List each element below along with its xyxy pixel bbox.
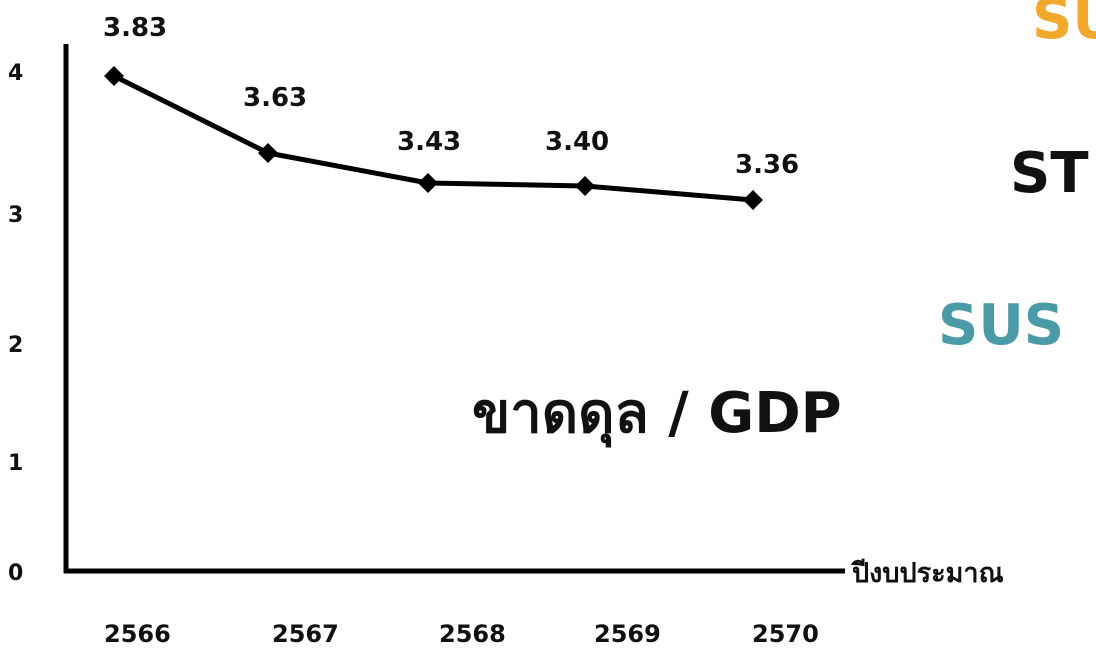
x-tick-label: 2570: [752, 620, 819, 648]
data-point-marker: [418, 173, 438, 193]
y-tick-label: 0: [8, 561, 23, 586]
x-tick-labels: 2566 2567 2568 2569 2570: [104, 620, 819, 648]
decorative-word-middle: ST: [1010, 141, 1089, 206]
data-point-marker: [258, 143, 278, 163]
data-point-marker: [743, 190, 763, 210]
y-tick-labels: 4 3 2 1 0: [8, 61, 23, 586]
data-label: 3.36: [735, 150, 799, 180]
decorative-word-bottom: SUS: [938, 293, 1064, 358]
data-label-layer: 3.83 3.63 3.43 3.40 3.36: [103, 13, 799, 180]
x-axis-title: ปีงบประมาณ: [851, 558, 1004, 589]
x-tick-label: 2569: [594, 620, 661, 648]
data-point-marker: [104, 66, 124, 86]
y-tick-label: 4: [8, 61, 23, 86]
data-point-marker: [575, 176, 595, 196]
decorative-word-top: SU: [1032, 0, 1096, 52]
y-tick-label: 2: [8, 333, 23, 358]
x-tick-label: 2566: [104, 620, 171, 648]
data-label: 3.40: [545, 127, 609, 157]
chart-title: ขาดดุล / GDP: [472, 381, 842, 448]
data-label: 3.43: [397, 127, 461, 157]
data-label: 3.63: [243, 83, 307, 113]
x-tick-label: 2568: [439, 620, 506, 648]
x-tick-label: 2567: [272, 620, 339, 648]
series-layer: [104, 66, 763, 210]
data-label: 3.83: [103, 13, 167, 43]
y-tick-label: 1: [8, 451, 23, 476]
y-tick-label: 3: [8, 203, 23, 228]
